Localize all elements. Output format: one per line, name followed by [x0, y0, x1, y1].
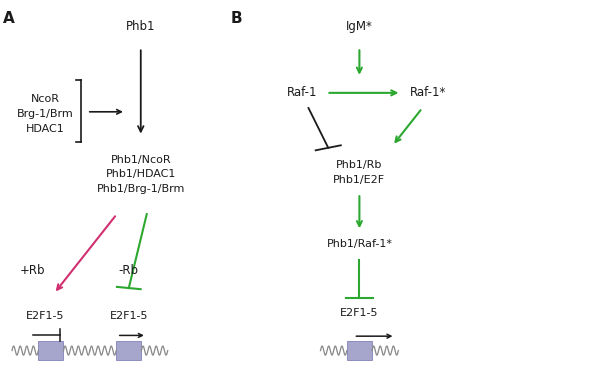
Text: E2F1-5: E2F1-5 — [110, 312, 148, 321]
Text: B: B — [231, 11, 242, 27]
Text: Raf-1: Raf-1 — [288, 86, 317, 99]
Text: A: A — [3, 11, 15, 27]
Text: E2F1-5: E2F1-5 — [26, 312, 64, 321]
Text: Phb1: Phb1 — [126, 20, 156, 33]
Text: -Rb: -Rb — [119, 265, 139, 277]
Text: +Rb: +Rb — [20, 265, 46, 277]
Text: Phb1/NcoR
Phb1/HDAC1
Phb1/Brg-1/Brm: Phb1/NcoR Phb1/HDAC1 Phb1/Brg-1/Brm — [96, 155, 185, 194]
Text: Phb1/Rb
Phb1/E2F: Phb1/Rb Phb1/E2F — [333, 160, 386, 185]
Text: IgM*: IgM* — [346, 20, 373, 33]
FancyBboxPatch shape — [116, 341, 141, 360]
Text: Phb1/Raf-1*: Phb1/Raf-1* — [326, 240, 392, 249]
Text: Raf-1*: Raf-1* — [410, 86, 446, 99]
FancyBboxPatch shape — [347, 341, 372, 360]
FancyBboxPatch shape — [38, 341, 63, 360]
Text: NcoR
Brg-1/Brm
HDAC1: NcoR Brg-1/Brm HDAC1 — [17, 94, 73, 133]
Text: E2F1-5: E2F1-5 — [340, 308, 379, 318]
